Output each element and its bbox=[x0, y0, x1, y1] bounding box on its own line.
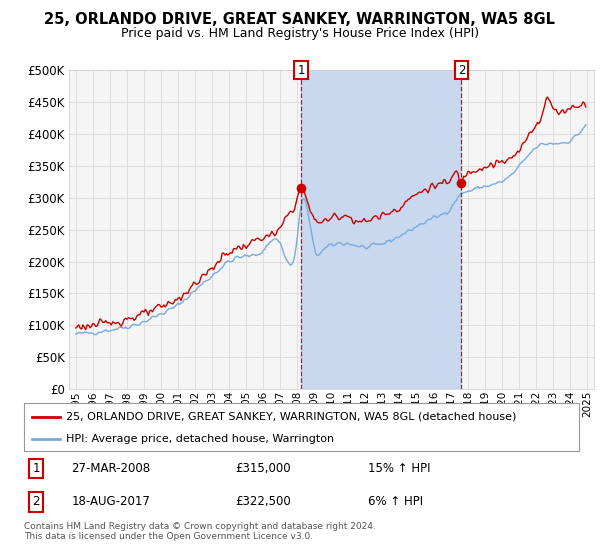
Bar bbox=[301, 70, 461, 389]
Text: HPI: Average price, detached house, Warrington: HPI: Average price, detached house, Warr… bbox=[65, 434, 334, 444]
Text: 18-AUG-2017: 18-AUG-2017 bbox=[71, 496, 150, 508]
Text: 15% ↑ HPI: 15% ↑ HPI bbox=[368, 462, 431, 475]
Text: 1: 1 bbox=[298, 63, 305, 77]
Text: £315,000: £315,000 bbox=[235, 462, 290, 475]
Text: Price paid vs. HM Land Registry's House Price Index (HPI): Price paid vs. HM Land Registry's House … bbox=[121, 27, 479, 40]
Text: 2: 2 bbox=[458, 63, 465, 77]
Text: 2: 2 bbox=[32, 496, 40, 508]
Text: 25, ORLANDO DRIVE, GREAT SANKEY, WARRINGTON, WA5 8GL: 25, ORLANDO DRIVE, GREAT SANKEY, WARRING… bbox=[44, 12, 556, 27]
Text: 1: 1 bbox=[32, 462, 40, 475]
Text: Contains HM Land Registry data © Crown copyright and database right 2024.
This d: Contains HM Land Registry data © Crown c… bbox=[24, 522, 376, 542]
Text: 6% ↑ HPI: 6% ↑ HPI bbox=[368, 496, 423, 508]
Text: 27-MAR-2008: 27-MAR-2008 bbox=[71, 462, 151, 475]
Text: 25, ORLANDO DRIVE, GREAT SANKEY, WARRINGTON, WA5 8GL (detached house): 25, ORLANDO DRIVE, GREAT SANKEY, WARRING… bbox=[65, 412, 516, 422]
Text: £322,500: £322,500 bbox=[235, 496, 290, 508]
